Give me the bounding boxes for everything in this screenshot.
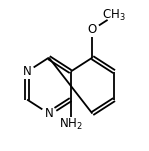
Text: NH$_2$: NH$_2$ xyxy=(59,117,83,132)
Text: N: N xyxy=(23,65,31,78)
Text: CH$_3$: CH$_3$ xyxy=(102,8,126,23)
Text: O: O xyxy=(88,23,97,36)
Text: N: N xyxy=(45,107,53,120)
